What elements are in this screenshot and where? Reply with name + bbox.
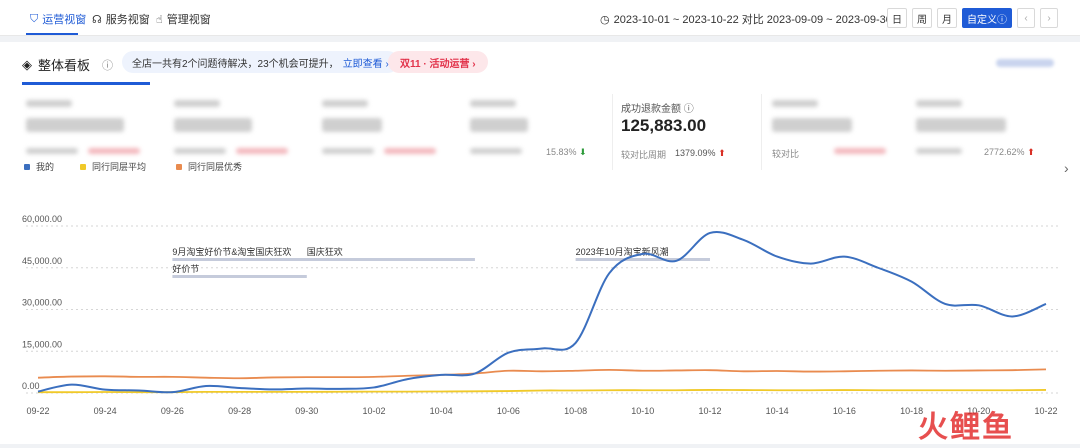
- help-circle-icon: ⓘ: [683, 104, 694, 115]
- refund-value: 125,883.00: [621, 116, 707, 135]
- metric-cards: 15.83% ⬇ 成功退款金额 ⓘ 125,883.00 较对比周期 1379.…: [0, 94, 1060, 170]
- layers-icon: ◈: [22, 56, 32, 72]
- metric-card-2[interactable]: [166, 94, 308, 170]
- metric-card-6[interactable]: 较对比: [764, 94, 906, 170]
- refund-label: 成功退款金额 ⓘ: [621, 104, 694, 115]
- view-now-link[interactable]: 立即查看 ›: [342, 58, 389, 70]
- x-tick-label: 10-08: [564, 406, 587, 416]
- annotation-label: 好价节: [172, 263, 199, 274]
- info-icon[interactable]: ⓘ: [102, 59, 114, 72]
- help-circle-icon: ⓘ: [997, 14, 1007, 26]
- date-range-picker[interactable]: ◷ 2023-10-01 ~ 2023-10-22 对比 2023-09-09 …: [600, 11, 892, 27]
- tab-management[interactable]: ☝ 管理视窗: [156, 13, 211, 27]
- arrow-up-icon: ⬆: [1027, 147, 1035, 157]
- panel-title-underline: [22, 82, 150, 85]
- x-tick-label: 09-24: [94, 406, 117, 416]
- y-tick-label: 60,000.00: [22, 214, 62, 224]
- metric-card-1[interactable]: [18, 94, 160, 170]
- metric-7-change: 2772.62% ⬆: [984, 147, 1035, 157]
- arrow-up-icon: ⬆: [718, 148, 726, 158]
- metric-card-3[interactable]: [314, 94, 456, 170]
- series-line-mine[interactable]: [37, 231, 1047, 394]
- x-tick-label: 09-22: [26, 406, 49, 416]
- annotation-label: 国庆狂欢: [307, 246, 343, 257]
- custom-period-button[interactable]: 自定义 ⓘ: [962, 8, 1012, 28]
- annotation-bar: [306, 258, 475, 261]
- hand-icon: ☝: [156, 13, 163, 26]
- period-month-button[interactable]: 月: [937, 8, 957, 28]
- annotation-label: 9月淘宝好价节&淘宝国庆狂欢: [172, 246, 291, 257]
- x-tick-label: 10-22: [1034, 406, 1057, 416]
- panel-title: ◈ 整体看板 ⓘ: [22, 56, 114, 74]
- x-tick-label: 10-16: [833, 406, 856, 416]
- refund-compare-value: 1379.09% ⬆: [675, 148, 726, 158]
- annotation-bar: [575, 258, 710, 261]
- x-tick-label: 10-18: [900, 406, 923, 416]
- y-tick-label: 0.00: [22, 381, 40, 391]
- active-tab-indicator: [26, 33, 78, 35]
- top-nav-bar: ⛉ 运营视窗 ☊ 服务视窗 ☝ 管理视窗 ◷ 2023-10-01 ~ 2023…: [0, 0, 1080, 36]
- legend-swatch-mine: [24, 163, 30, 170]
- y-tick-label: 30,000.00: [22, 298, 62, 308]
- clock-icon: ◷: [600, 13, 610, 26]
- period-day-button[interactable]: 日: [887, 8, 907, 28]
- period-week-button[interactable]: 周: [912, 8, 932, 28]
- legend-swatch-best: [176, 163, 182, 170]
- series-line-avg[interactable]: [37, 389, 1047, 394]
- x-tick-label: 09-28: [228, 406, 251, 416]
- watermark-logo: 火鲤鱼: [918, 410, 1014, 445]
- headset-icon: ☊: [92, 13, 102, 26]
- problem-notice: 全店一共有2个问题待解决，23个机会可提升， 立即查看 ›: [122, 51, 399, 73]
- x-tick-label: 10-02: [362, 406, 385, 416]
- legend-item-best[interactable]: 同行同层优秀: [176, 160, 242, 173]
- blurred-compare-control[interactable]: [996, 59, 1054, 67]
- x-tick-label: 10-10: [631, 406, 654, 416]
- tab-service[interactable]: ☊ 服务视窗: [92, 13, 150, 27]
- legend-item-avg[interactable]: 同行同层平均: [80, 160, 146, 173]
- metric-card-4[interactable]: 15.83% ⬇: [462, 94, 604, 170]
- date-range-text: 2023-10-01 ~ 2023-10-22 对比 2023-09-09 ~ …: [613, 14, 892, 26]
- x-tick-label: 10-12: [698, 406, 721, 416]
- shield-icon: ⛉: [30, 12, 39, 25]
- x-tick-label: 10-04: [430, 406, 453, 416]
- legend-item-mine[interactable]: 我的: [24, 160, 54, 173]
- x-tick-label: 09-26: [161, 406, 184, 416]
- chevron-right-icon[interactable]: ›: [1064, 160, 1069, 176]
- x-tick-label: 10-20: [967, 406, 990, 416]
- metric-card-refund[interactable]: 成功退款金额 ⓘ 125,883.00 较对比周期 1379.09% ⬆: [612, 94, 762, 170]
- legend-swatch-avg: [80, 163, 86, 170]
- refund-compare-label: 较对比周期: [621, 150, 667, 160]
- next-period-button[interactable]: ›: [1040, 8, 1058, 28]
- metric-4-change: 15.83% ⬇: [546, 147, 587, 157]
- annotation-bar: [172, 275, 307, 278]
- tab-operations[interactable]: ⛉ 运营视窗: [30, 12, 87, 27]
- series-line-best[interactable]: [37, 368, 1047, 380]
- x-tick-label: 09-30: [295, 406, 318, 416]
- metric-card-7[interactable]: 2772.62% ⬆: [908, 94, 1054, 170]
- double11-promo-button[interactable]: 双11 · 活动运营 ›: [388, 51, 488, 73]
- arrow-down-icon: ⬇: [579, 147, 587, 157]
- prev-period-button[interactable]: ‹: [1017, 8, 1035, 28]
- trend-chart: 0.00 15,000.00 30,000.00 45,000.00 60,000.00…: [22, 214, 1060, 416]
- y-tick-label: 15,000.00: [22, 339, 62, 349]
- annotation-label: 2023年10月淘宝新风潮: [576, 246, 669, 257]
- metric-6-compare-label: 较对比: [772, 149, 800, 159]
- y-tick-label: 45,000.00: [22, 256, 62, 266]
- x-tick-label: 10-06: [497, 406, 520, 416]
- x-tick-label: 10-14: [766, 406, 789, 416]
